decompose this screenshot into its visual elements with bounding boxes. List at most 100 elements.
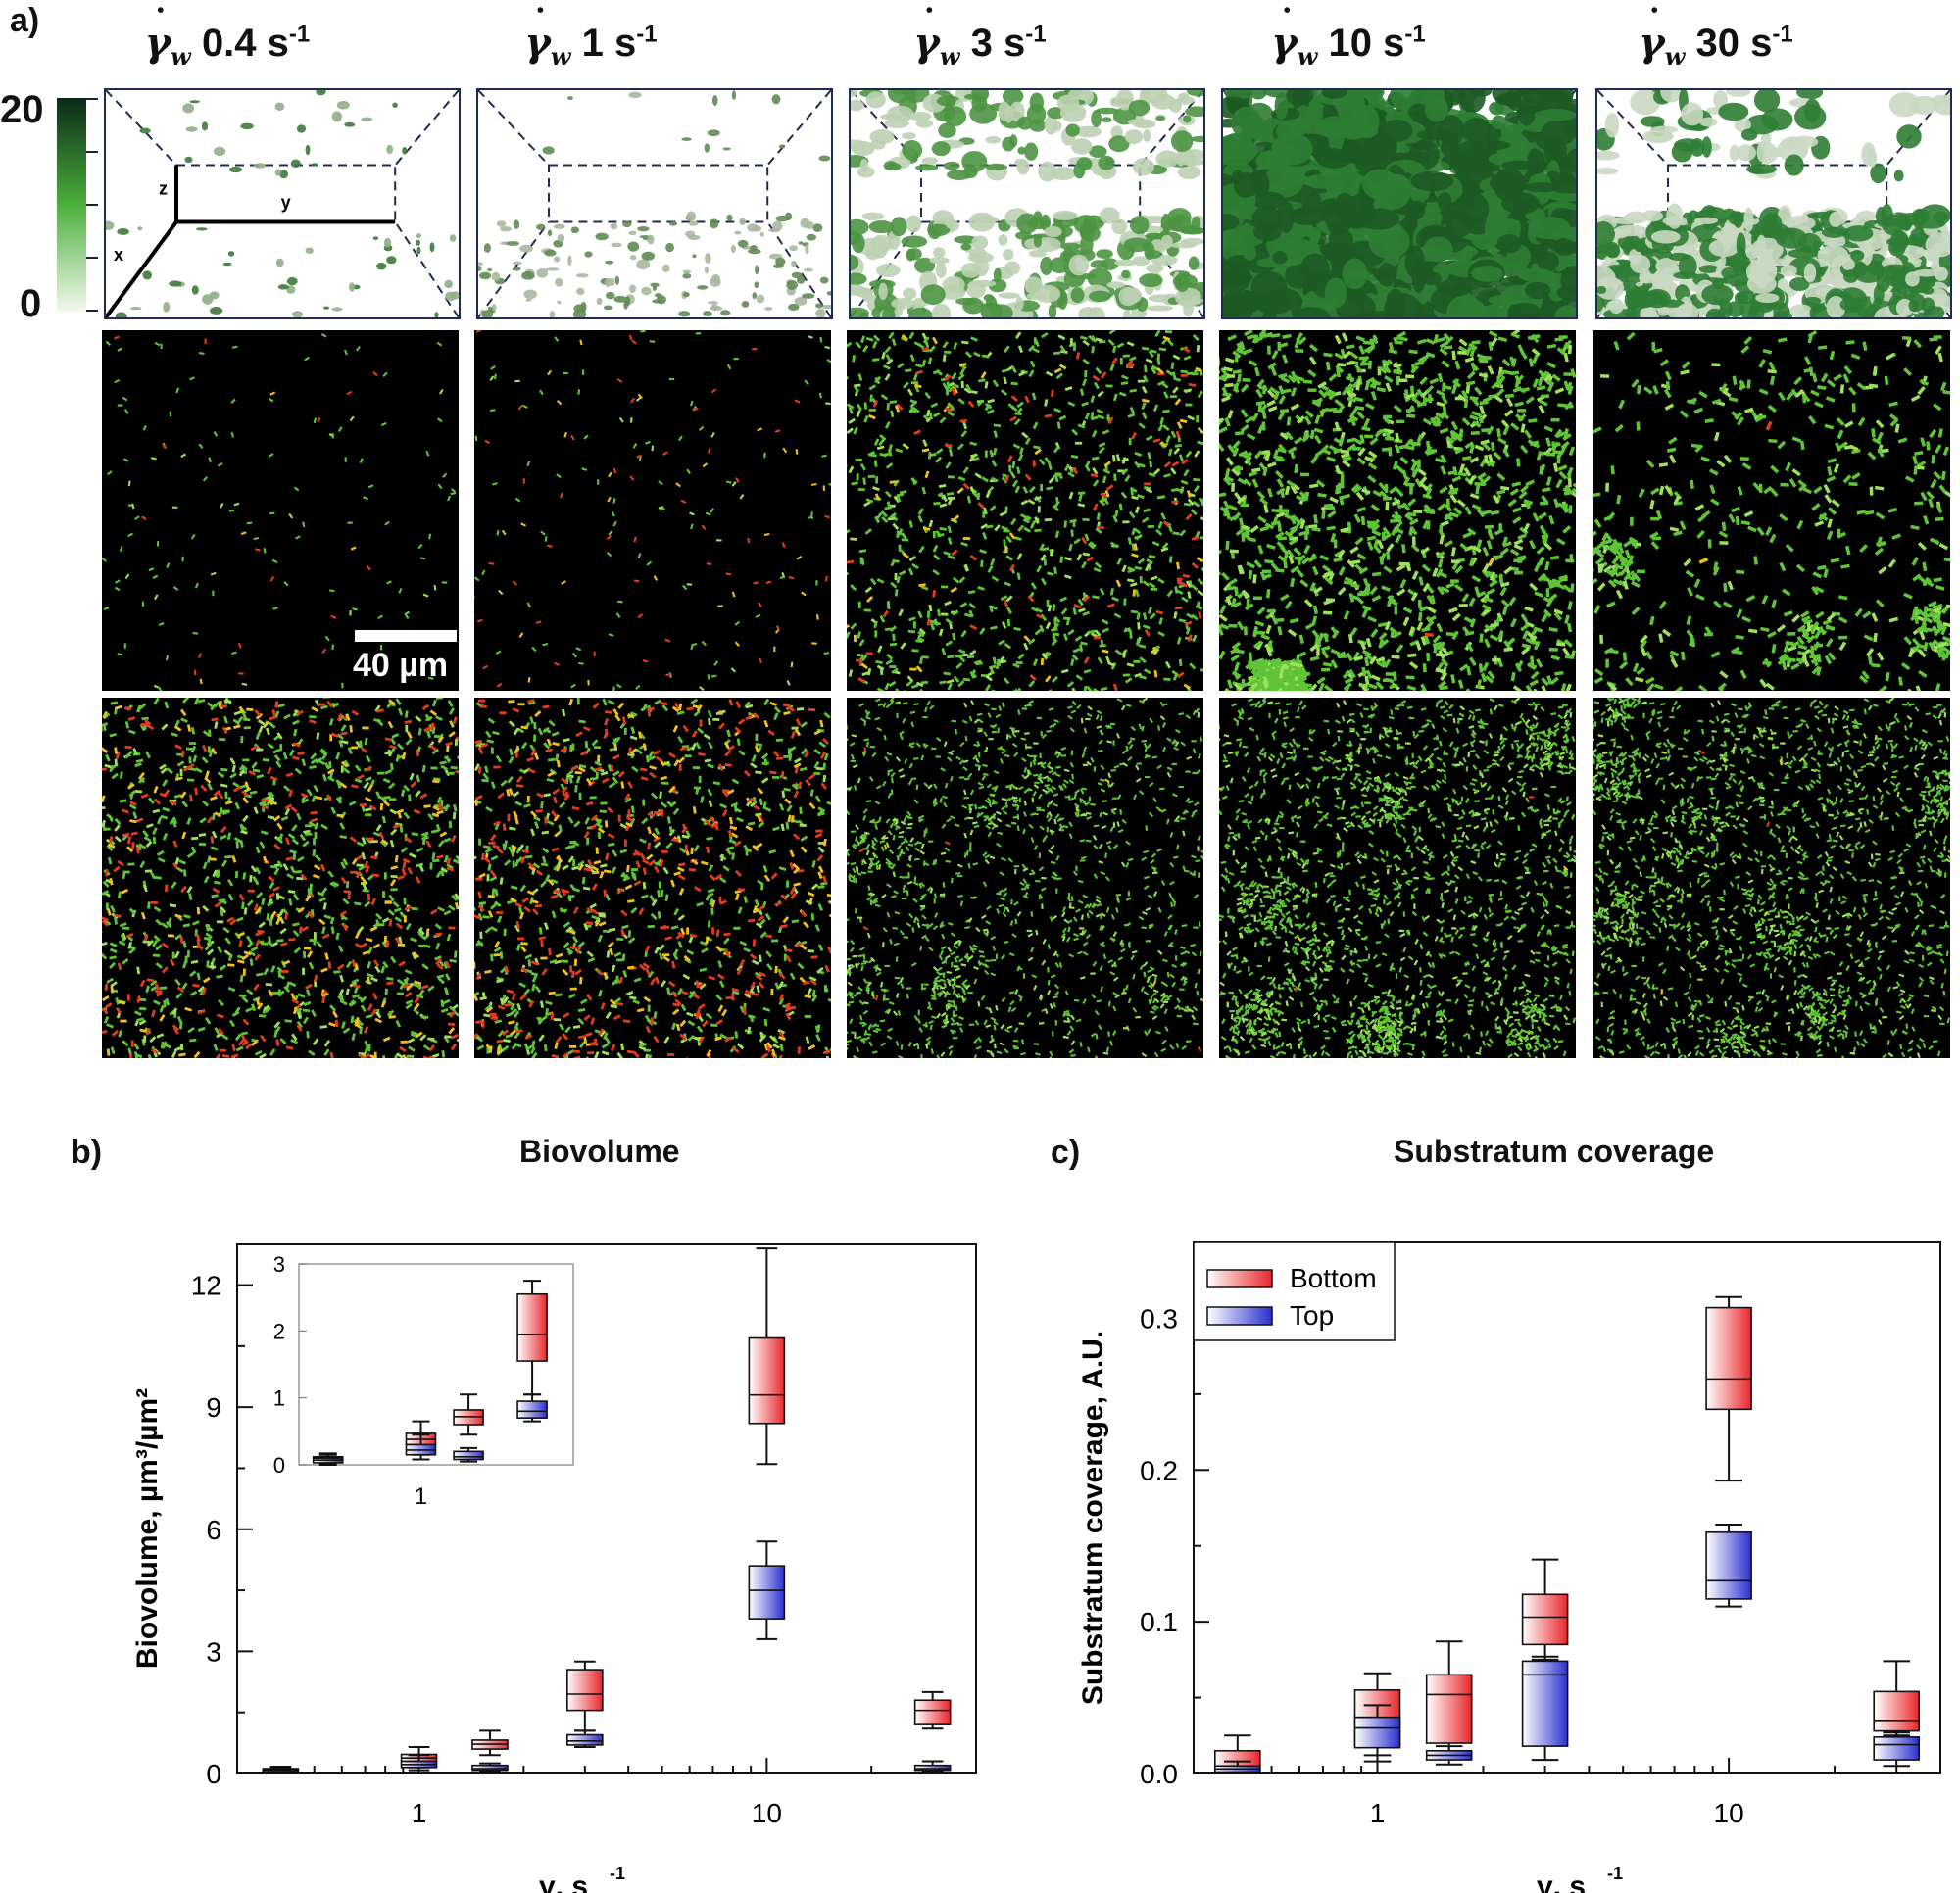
microscopy-top-1 [474,330,831,691]
bacterium [386,580,392,585]
cluster [1760,132,1772,145]
cluster [1293,307,1331,317]
cluster [584,251,593,258]
bacterium [1051,389,1054,397]
bacterium [1346,375,1355,382]
cluster [1016,159,1030,175]
bacterium [873,334,881,342]
bacterium [865,652,873,655]
bacterium [811,483,817,486]
bacterium [122,458,129,462]
cluster [883,161,898,171]
bacterium [824,514,831,519]
bacterium [1496,472,1506,482]
bacterium [1166,589,1174,598]
cluster [980,302,1004,317]
cluster [1597,168,1619,175]
bacterium [1322,661,1333,667]
bacterium [1406,511,1417,517]
bacterium [1486,539,1493,550]
bacterium [637,393,643,400]
cluster [1701,136,1712,158]
bacterium [1497,630,1504,640]
cluster [815,303,823,309]
bacterium [1054,566,1057,575]
bacterium [911,477,916,486]
bacterium [1393,363,1402,368]
bacterium [1068,543,1073,552]
bacterium [854,383,861,388]
bacterium [988,605,994,613]
bacterium [1157,423,1164,432]
bacterium [1178,658,1183,667]
bacterium [987,398,995,404]
bacterium [1287,628,1298,637]
bacterium [867,413,876,420]
bacterium [1255,630,1266,635]
bacterium [1134,565,1143,571]
bacterium [921,347,930,352]
bacterium [1195,366,1203,373]
bacterium [1290,403,1300,411]
cluster [1640,116,1665,127]
bacterium [1469,444,1475,454]
bacterium [990,558,996,566]
bacterium [765,580,772,585]
bacterium [890,410,895,418]
bacterium [1019,447,1024,455]
bacterium [1027,595,1035,603]
bacterium [1174,443,1183,448]
bacterium [988,664,997,670]
bacterium [1108,330,1117,335]
bacterium [1075,674,1084,681]
bacterium [779,575,786,580]
bacterium [1391,655,1400,659]
bacterium [331,644,335,651]
bacterium [1523,522,1531,533]
bacterium [1056,421,1061,429]
bacterium [1443,332,1451,343]
bacterium [1136,612,1141,620]
cluster [1223,134,1257,167]
bacterium [962,537,971,541]
bacterium [984,450,988,458]
bacterium [575,647,582,652]
cluster [611,242,622,248]
bacterium [1113,612,1122,619]
bacterium [1279,488,1286,499]
bacterium [1011,479,1019,488]
bacterium [1342,460,1351,468]
bacterium [1196,415,1200,423]
cluster [1073,162,1086,179]
cluster [344,121,356,127]
bacterium [547,369,552,376]
bacterium [1043,558,1048,566]
bacterium [498,589,504,596]
cluster [1146,305,1174,312]
colorbar-max-label: 20 [0,88,44,131]
bacterium [117,653,123,656]
bacterium [790,661,794,668]
bacterium [1543,608,1552,618]
bacterium [951,609,959,616]
bacterium [1139,576,1143,584]
bacterium [1181,458,1189,465]
cluster [1839,297,1863,312]
cluster [1537,251,1559,272]
bacterium [1240,503,1250,508]
cluster [734,230,742,235]
bacterium [1051,639,1058,647]
bacterium [917,508,924,516]
bacterium [992,656,997,665]
bacterium [1004,345,1010,353]
bacterium [918,583,926,588]
bacterium [1402,476,1411,486]
bacterium [1439,341,1449,349]
cluster [1743,207,1754,232]
bacterium [1193,477,1200,482]
bacterium [1158,347,1167,352]
bacterium [1321,667,1331,672]
bacterium [1449,579,1459,583]
bacterium [1375,681,1385,691]
bacterium [1471,397,1480,407]
